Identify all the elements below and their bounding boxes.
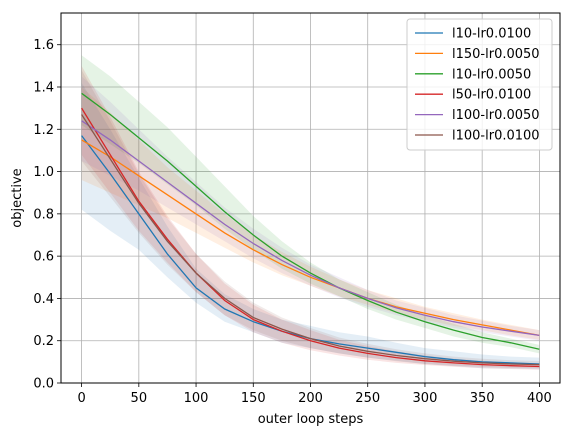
y-tick-label: 0.4 (33, 292, 54, 307)
x-tick-label: 200 (298, 391, 323, 406)
series-line-5 (81, 114, 540, 366)
series-band-0 (81, 82, 540, 370)
x-tick-label: 50 (131, 391, 148, 406)
series-line-1 (81, 139, 540, 337)
x-tick-label: 150 (241, 391, 266, 406)
legend-label-1: l150-lr0.0050 (452, 47, 540, 62)
y-tick-label: 0.8 (33, 207, 54, 222)
y-tick-label: 1.2 (33, 123, 54, 138)
confidence-bands (81, 55, 540, 370)
x-tick-label: 250 (355, 391, 380, 406)
legend-box (406, 18, 553, 151)
y-tick-label: 1.6 (33, 38, 54, 53)
series-line-3 (81, 107, 540, 368)
y-tick-label: 0.0 (33, 377, 54, 392)
legend-label-4: l100-lr0.0050 (452, 108, 540, 123)
legend-items: l10-lr0.0100 l150-lr0.0050 l10-lr0.0050 l50… (415, 27, 540, 144)
x-tick-label: 400 (527, 391, 552, 406)
series-line-2 (81, 92, 540, 350)
y-tick-label: 0.6 (33, 250, 54, 265)
series-line-4 (81, 120, 540, 337)
y-axis-ticks: 0.0 0.2 0.4 0.6 0.8 1.0 1.2 1.4 1.6 (33, 38, 61, 392)
x-tick-label: 350 (470, 391, 495, 406)
legend: l10-lr0.0100 l150-lr0.0050 l10-lr0.0050 l50… (406, 18, 553, 151)
y-axis-label: objective (10, 168, 25, 227)
x-axis-label: outer loop steps (258, 412, 364, 427)
legend-label-5: l100-lr0.0100 (452, 129, 540, 144)
series-lines (81, 92, 540, 368)
y-tick-label: 1.4 (33, 81, 54, 96)
x-tick-label: 0 (77, 391, 85, 406)
legend-label-0: l10-lr0.0100 (452, 27, 531, 42)
series-band-1 (81, 87, 540, 340)
y-tick-label: 0.2 (33, 334, 54, 349)
y-tick-label: 1.0 (33, 165, 54, 180)
x-tick-label: 100 (184, 391, 209, 406)
x-tick-label: 300 (413, 391, 438, 406)
legend-label-3: l50-lr0.0100 (452, 88, 531, 103)
legend-label-2: l10-lr0.0050 (452, 67, 531, 82)
x-axis-ticks: 0 50 100 150 200 250 300 350 400 (77, 383, 552, 406)
series-band-4 (81, 76, 540, 341)
